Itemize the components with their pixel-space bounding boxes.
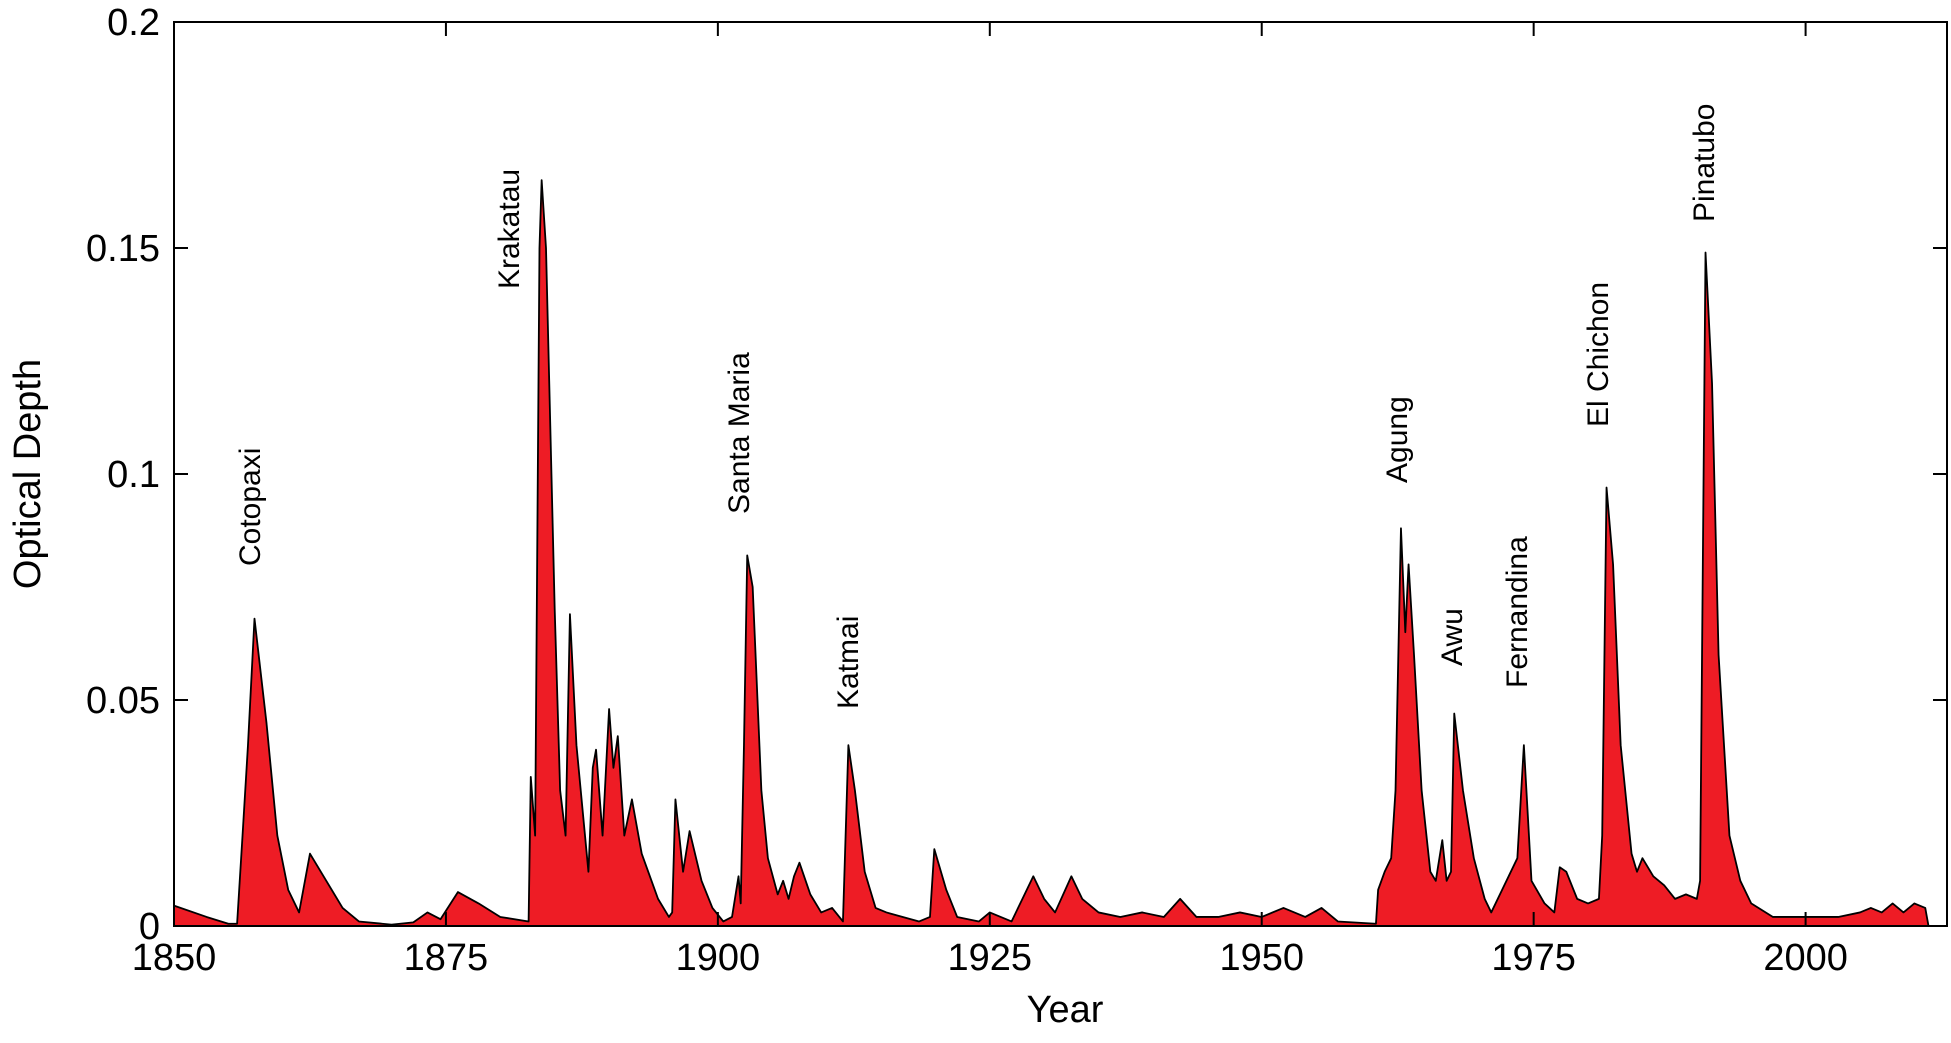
annotation: Fernandina (1501, 536, 1534, 688)
area-outline (173, 179, 1930, 927)
y-tick-label: 0.05 (86, 680, 160, 722)
x-tick-label: 1850 (132, 937, 217, 979)
annotation: Awu (1436, 608, 1469, 666)
area (174, 180, 1929, 926)
x-tick-label: 2000 (1763, 937, 1848, 979)
x-tick-label: 1875 (404, 937, 489, 979)
x-axis-title: Year (1027, 989, 1104, 1031)
x-tick-label: 1900 (676, 937, 761, 979)
annotation: Santa Maria (723, 352, 756, 514)
annotation: Agung (1381, 396, 1414, 483)
plot-frame (173, 21, 1948, 927)
annotation: El Chichon (1582, 282, 1615, 427)
y-axis-title: Optical Depth (7, 359, 49, 589)
y-tick-label: 0.1 (107, 454, 160, 496)
annotation: Cotopaxi (234, 448, 267, 566)
annotation: Krakatau (493, 169, 526, 289)
x-tick-label: 1950 (1219, 937, 1304, 979)
y-tick-label: 0.2 (107, 2, 160, 44)
y-tick-label: 0 (139, 906, 160, 948)
x-tick-label: 1975 (1491, 937, 1576, 979)
y-tick-label: 0.15 (86, 228, 160, 270)
annotation: Katmai (832, 616, 865, 709)
x-tick-label: 1925 (948, 937, 1033, 979)
annotation: Pinatubo (1688, 104, 1721, 222)
